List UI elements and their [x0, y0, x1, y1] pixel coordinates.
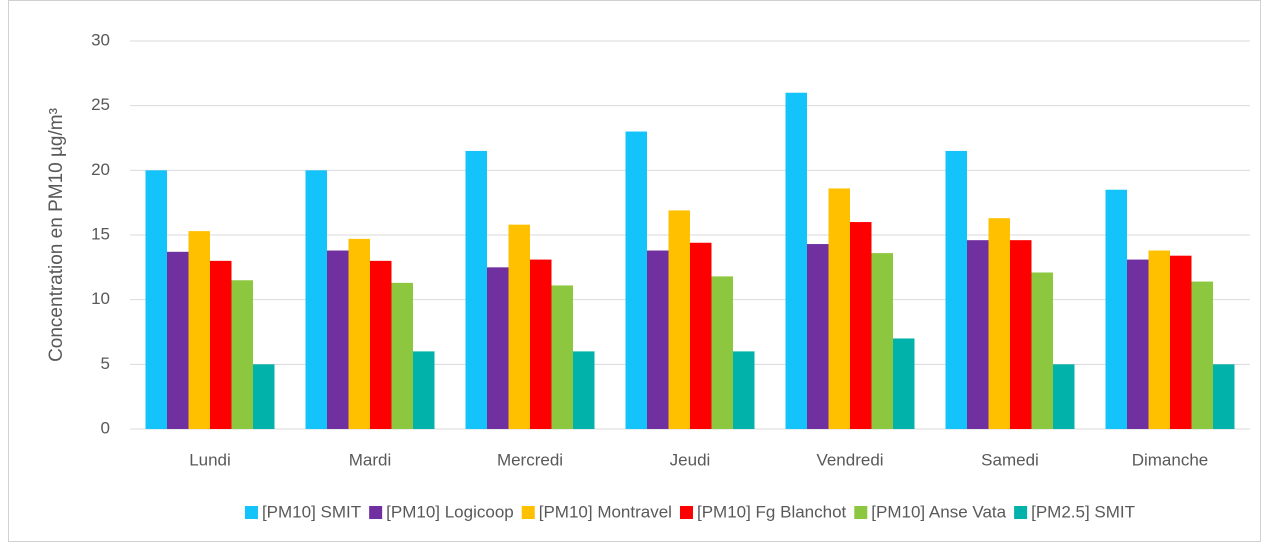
bar: [711, 276, 733, 429]
legend-swatch: [521, 506, 535, 519]
bar: [210, 260, 232, 429]
bar: [967, 240, 989, 429]
legend-swatch: [854, 506, 868, 519]
bar: [551, 285, 573, 429]
y-tick-label: 5: [101, 354, 110, 373]
legend-label: [PM10] Fg Blanchot: [697, 502, 847, 521]
bar: [1213, 364, 1235, 429]
bar: [733, 351, 755, 429]
bar: [145, 170, 167, 430]
bar: [647, 250, 669, 429]
bar: [370, 260, 392, 429]
bar: [327, 250, 349, 429]
bar: [253, 364, 275, 429]
x-tick-label: Dimanche: [1132, 450, 1209, 469]
bar: [1127, 259, 1149, 429]
bar: [573, 351, 595, 429]
legend-label: [PM10] Anse Vata: [871, 502, 1006, 521]
y-tick-label: 25: [91, 95, 110, 114]
bar: [530, 259, 552, 429]
bar: [807, 244, 829, 429]
bar: [988, 218, 1010, 429]
legend-swatch: [679, 506, 693, 519]
bar: [1053, 364, 1075, 429]
bar: [465, 150, 487, 429]
legend-swatch: [244, 506, 258, 519]
legend-label: [PM2.5] SMIT: [1031, 502, 1135, 521]
legend-swatch: [369, 506, 383, 519]
bar: [668, 210, 690, 429]
y-tick-label: 0: [101, 418, 110, 437]
bar: [305, 170, 327, 430]
bar: [231, 280, 253, 429]
bar: [1170, 255, 1192, 429]
y-axis-title: Concentration en PM10 µg/m³: [46, 108, 67, 362]
bar: [785, 92, 807, 429]
bar: [487, 267, 509, 429]
bar: [508, 224, 530, 429]
x-tick-label: Lundi: [189, 450, 231, 469]
bar: [167, 251, 189, 429]
bar: [945, 150, 967, 429]
bar: [690, 242, 712, 429]
legend-label: [PM10] Logicoop: [386, 502, 514, 521]
bar: [850, 222, 872, 429]
bar: [1105, 189, 1127, 429]
bar: [413, 351, 435, 429]
bar: [348, 238, 370, 429]
bar: [1031, 272, 1053, 429]
x-tick-label: Samedi: [981, 450, 1039, 469]
bar: [1191, 281, 1213, 429]
y-tick-label: 30: [91, 30, 110, 49]
bar: [871, 253, 893, 429]
bar: [625, 131, 647, 430]
x-tick-label: Vendredi: [816, 450, 883, 469]
y-tick-label: 10: [91, 289, 110, 308]
legend-swatch: [1014, 506, 1028, 519]
x-tick-label: Jeudi: [670, 450, 711, 469]
bar: [391, 282, 413, 429]
legend-label: [PM10] Montravel: [539, 502, 672, 521]
bar: [188, 231, 210, 429]
legend-label: [PM10] SMIT: [262, 502, 361, 521]
y-tick-label: 15: [91, 224, 110, 243]
x-tick-label: Mercredi: [497, 450, 563, 469]
bar: [1010, 240, 1032, 429]
x-tick-label: Mardi: [349, 450, 392, 469]
bar: [1148, 250, 1170, 429]
bar: [828, 188, 850, 429]
bar: [893, 338, 915, 429]
y-tick-label: 20: [91, 160, 110, 179]
